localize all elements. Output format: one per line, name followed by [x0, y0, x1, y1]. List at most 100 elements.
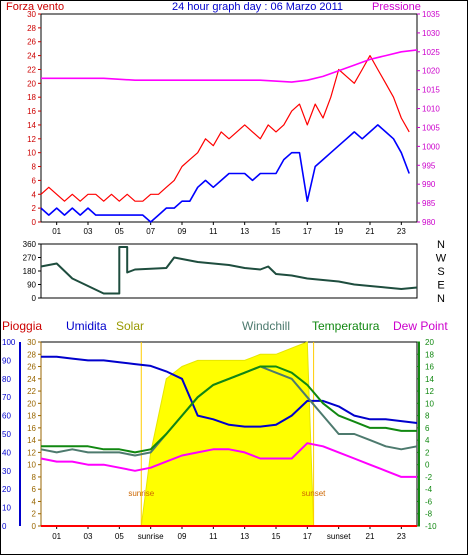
- x-tick-label: 21: [366, 227, 375, 236]
- solar-tick-label: 24: [27, 375, 36, 384]
- x-tick-label: 09: [178, 227, 187, 236]
- y-left-tick-label: 270: [23, 254, 37, 263]
- temperature-tick-label: 20: [425, 338, 434, 347]
- y-right-tick-label: 990: [422, 180, 436, 189]
- x-tick-label: 23: [397, 532, 406, 541]
- temperature-tick-label: 4: [425, 436, 430, 445]
- compass-label: S: [437, 266, 444, 278]
- temperature-tick-label: 18: [425, 350, 434, 359]
- legend-umidita: Umidita: [66, 319, 107, 333]
- y-left-tick-label: 18: [27, 93, 36, 102]
- legend-dew-point: Dew Point: [393, 319, 448, 333]
- x-tick-label: 03: [84, 227, 93, 236]
- temperature-tick-label: 0: [425, 461, 430, 470]
- solar-tick-label: 6: [32, 485, 37, 494]
- humidity-tick-label: 10: [2, 504, 11, 513]
- y-right-tick-label: 1030: [422, 29, 440, 38]
- y-right-tick-label: 1035: [422, 10, 440, 19]
- temperature-line: [41, 365, 417, 454]
- temperature-tick-label: 8: [425, 412, 430, 421]
- wind-axis-title: Forza vento: [6, 1, 64, 13]
- wind-pressure-chart: 0246810121416182022242628309809859909951…: [27, 10, 440, 236]
- pressure-axis-title: Pressione: [372, 1, 421, 13]
- y-left-tick-label: 26: [27, 38, 36, 47]
- y-right-tick-label: 1005: [422, 123, 440, 132]
- humidity-tick-label: 90: [2, 356, 11, 365]
- y-left-tick-label: 6: [32, 176, 37, 185]
- x-tick-label: 15: [272, 227, 281, 236]
- solar-tick-label: 30: [27, 338, 36, 347]
- solar-tick-label: 0: [32, 522, 37, 531]
- x-tick-label: 13: [240, 227, 249, 236]
- x-tick-label: 11: [209, 227, 218, 236]
- temperature-tick-label: -6: [425, 497, 433, 506]
- solar-tick-label: 4: [32, 497, 37, 506]
- humidity-tick-label: 60: [2, 412, 11, 421]
- x-tick-label: sunset: [327, 532, 351, 541]
- legend-solar: Solar: [116, 319, 144, 333]
- solar-area: [140, 341, 315, 527]
- temperature-tick-label: -2: [425, 473, 433, 482]
- y-left-tick-label: 22: [27, 65, 36, 74]
- y-right-tick-label: 985: [422, 199, 436, 208]
- solar-tick-label: 14: [27, 436, 36, 445]
- compass-label: N: [437, 293, 445, 305]
- solar-tick-label: 26: [27, 363, 36, 372]
- y-right-tick-label: 1000: [422, 142, 440, 151]
- x-tick-label: 11: [209, 532, 218, 541]
- y-right-tick-label: 1020: [422, 67, 440, 76]
- x-tick-label: 07: [146, 227, 155, 236]
- y-left-tick-label: 0: [32, 294, 37, 303]
- y-left-tick-label: 4: [32, 190, 37, 199]
- sunset-label: sunset: [302, 489, 326, 498]
- wind-speed-line: [40, 54, 410, 202]
- x-tick-label: 03: [84, 532, 93, 541]
- solar-tick-label: 22: [27, 387, 36, 396]
- y-left-tick-label: 14: [27, 121, 36, 130]
- legend-pioggia: Pioggia: [2, 319, 42, 333]
- y-left-tick-label: 8: [32, 163, 37, 172]
- dew-point-line: [40, 442, 417, 478]
- solar-tick-label: 8: [32, 473, 37, 482]
- y-left-tick-label: 28: [27, 24, 36, 33]
- solar-tick-label: 20: [27, 399, 36, 408]
- temperature-tick-label: 16: [425, 363, 434, 372]
- solar-tick-label: 18: [27, 412, 36, 421]
- y-left-tick-label: 2: [32, 204, 37, 213]
- y-left-tick-label: 16: [27, 107, 36, 116]
- y-left-tick-label: 20: [27, 79, 36, 88]
- x-tick-label: 15: [272, 532, 281, 541]
- chart3-legend: Pioggia Umidita Solar Windchill Temperat…: [2, 319, 448, 333]
- humidity-tick-label: 20: [2, 485, 11, 494]
- temperature-tick-label: 2: [425, 448, 430, 457]
- y-right-tick-label: 1015: [422, 86, 440, 95]
- humidity-tick-label: 40: [2, 448, 11, 457]
- pressure-line: [41, 49, 418, 83]
- x-tick-label: 09: [178, 532, 187, 541]
- y-left-tick-label: 10: [27, 149, 36, 158]
- temperature-tick-label: -4: [425, 485, 433, 494]
- compass-label: W: [436, 253, 447, 265]
- humidity-tick-label: 0: [2, 522, 7, 531]
- y-left-tick-label: 30: [27, 10, 36, 19]
- y-left-tick-label: 360: [23, 240, 37, 249]
- plot-area: [40, 13, 418, 223]
- humidity-tick-label: 50: [2, 430, 11, 439]
- sunrise-label: sunrise: [128, 489, 154, 498]
- solar-tick-label: 12: [27, 448, 36, 457]
- x-tick-label: 13: [240, 532, 249, 541]
- temperature-tick-label: 14: [425, 375, 434, 384]
- y-left-tick-label: 180: [23, 267, 37, 276]
- y-left-tick-label: 0: [32, 218, 37, 227]
- humidity-tick-label: 100: [2, 338, 16, 347]
- solar-tick-label: 2: [32, 510, 37, 519]
- x-tick-label: 17: [303, 532, 312, 541]
- temperature-tick-label: 12: [425, 387, 434, 396]
- y-right-tick-label: 1010: [422, 105, 440, 114]
- temperature-tick-label: 6: [425, 424, 430, 433]
- x-tick-label: 05: [115, 532, 124, 541]
- humidity-line: [41, 355, 418, 428]
- compass-label: N: [437, 239, 445, 251]
- y-right-tick-label: 1025: [422, 48, 440, 57]
